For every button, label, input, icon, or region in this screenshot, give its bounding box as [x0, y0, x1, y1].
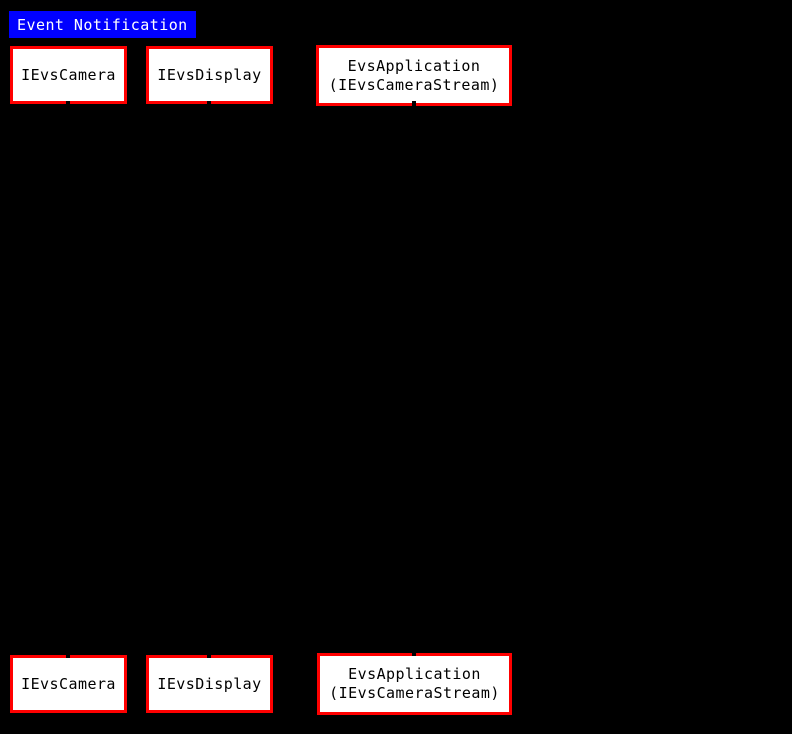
lifeline-tick: [66, 101, 70, 107]
lifeline-tick: [207, 101, 211, 107]
lifeline-tick: [412, 101, 416, 107]
participant-sublabel: (IEvsCameraStream): [328, 75, 500, 94]
lifeline-evsapplication: [413, 104, 415, 655]
participant-box-ievscamera-top: IEvsCamera: [10, 46, 127, 104]
participant-label: EvsApplication: [348, 665, 481, 683]
lifeline-tick: [207, 652, 211, 658]
participant-box-ievsdisplay-bottom: IEvsDisplay: [146, 655, 273, 713]
participant-label: IEvsCamera: [21, 65, 116, 84]
participant-box-ievsdisplay-top: IEvsDisplay: [146, 46, 273, 104]
participant-box-evsapplication-bottom: EvsApplication (IEvsCameraStream): [317, 653, 512, 715]
lifeline-ievsdisplay: [208, 104, 210, 655]
diagram-title: Event Notification: [9, 11, 196, 38]
participant-box-ievscamera-bottom: IEvsCamera: [10, 655, 127, 713]
lifeline-ievscamera: [67, 104, 69, 655]
participant-label: IEvsCamera: [21, 674, 116, 693]
participant-box-evsapplication-top: EvsApplication (IEvsCameraStream): [316, 45, 512, 106]
participant-label: EvsApplication: [347, 56, 481, 75]
participant-sublabel: (IEvsCameraStream): [329, 684, 500, 702]
lifeline-tick: [66, 652, 70, 658]
participant-label: IEvsDisplay: [157, 674, 262, 693]
participant-label: IEvsDisplay: [157, 65, 262, 84]
lifeline-tick: [412, 650, 416, 656]
